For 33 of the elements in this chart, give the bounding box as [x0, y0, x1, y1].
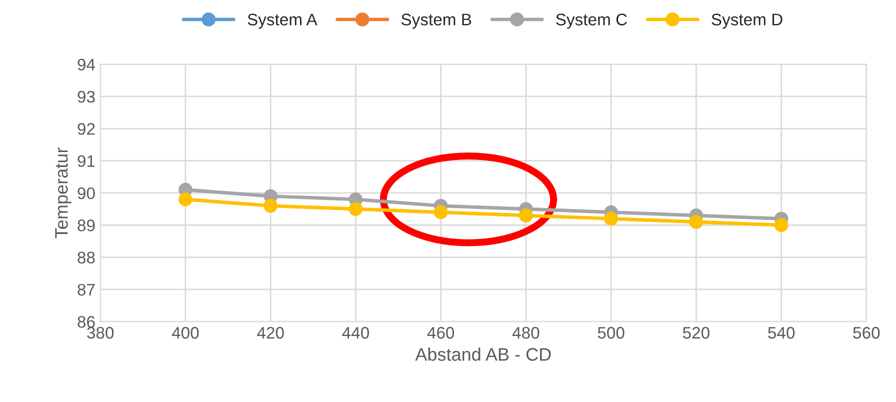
y-tick-label: 88 — [78, 252, 95, 264]
x-tick-label: 440 — [342, 326, 369, 339]
x-tick-label: 400 — [172, 326, 199, 339]
legend-label: System D — [712, 14, 782, 29]
point — [689, 214, 704, 229]
x-tick-label: 500 — [598, 326, 624, 339]
x-tick-label: 520 — [682, 326, 710, 339]
legend-label: System A — [248, 14, 318, 29]
point — [774, 218, 788, 232]
legend-label: System B — [401, 14, 472, 29]
x-tick-label: 460 — [427, 326, 454, 339]
x-tick-label: 540 — [768, 326, 795, 339]
point — [519, 208, 533, 222]
y-tick-label: 89 — [78, 220, 95, 232]
point — [348, 202, 363, 216]
point — [434, 205, 448, 220]
y-tick-label: 94 — [78, 58, 96, 71]
x-tick-label: 480 — [512, 326, 540, 339]
legend-label: System C — [556, 14, 627, 29]
x-tick-label: 380 — [87, 326, 114, 339]
point — [264, 198, 278, 213]
x-tick-label: 560 — [853, 326, 880, 339]
y-tick-label: 93 — [78, 90, 95, 103]
x-tick-label: 420 — [257, 326, 284, 339]
y-tick-label: 87 — [78, 284, 95, 296]
y-tick-label: 91 — [78, 155, 95, 168]
y-tick-label: 86 — [78, 316, 95, 328]
y-tick-label: 90 — [78, 187, 95, 200]
y-tick-label: 92 — [78, 123, 95, 135]
y-axis-title: Temperatur — [55, 148, 72, 238]
point — [178, 192, 192, 206]
point — [604, 212, 618, 226]
x-axis-title: Abstand AB - CD — [415, 348, 551, 361]
